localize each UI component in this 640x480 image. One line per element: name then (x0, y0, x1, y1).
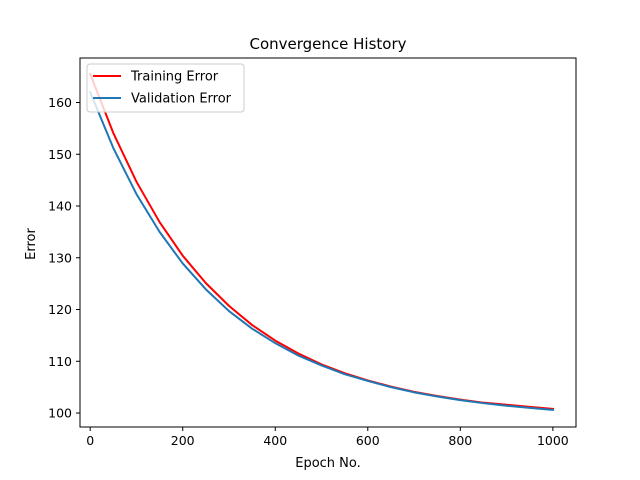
y-tick-label: 100 (48, 406, 72, 421)
plot-area: 0 200 400 600 800 1000 100 110 120 130 140 150 160 (48, 57, 577, 448)
y-axis-label: Error (24, 228, 39, 260)
y-tick-label: 120 (48, 302, 72, 317)
x-tick-label: 1000 (537, 433, 569, 448)
x-tick-label: 0 (86, 433, 94, 448)
x-tick-label: 800 (448, 433, 472, 448)
y-tick-label: 130 (48, 250, 72, 265)
x-axis-label: Epoch No. (295, 456, 361, 471)
legend: Training Error Validation Error (86, 63, 245, 113)
x-tick-label: 400 (263, 433, 287, 448)
y-tick-label: 110 (48, 354, 72, 369)
y-tick-label: 150 (48, 147, 72, 162)
axes-frame (79, 57, 577, 428)
legend-label: Training Error (130, 70, 219, 85)
x-tick-label: 200 (171, 433, 195, 448)
chart-title: Convergence History (249, 35, 406, 53)
x-tick-label: 600 (356, 433, 380, 448)
y-tick-label: 160 (48, 95, 72, 110)
legend-box (86, 63, 245, 113)
y-tick-label: 140 (48, 199, 72, 214)
series-line-validation-error (88, 90, 554, 412)
legend-label: Validation Error (131, 92, 232, 107)
